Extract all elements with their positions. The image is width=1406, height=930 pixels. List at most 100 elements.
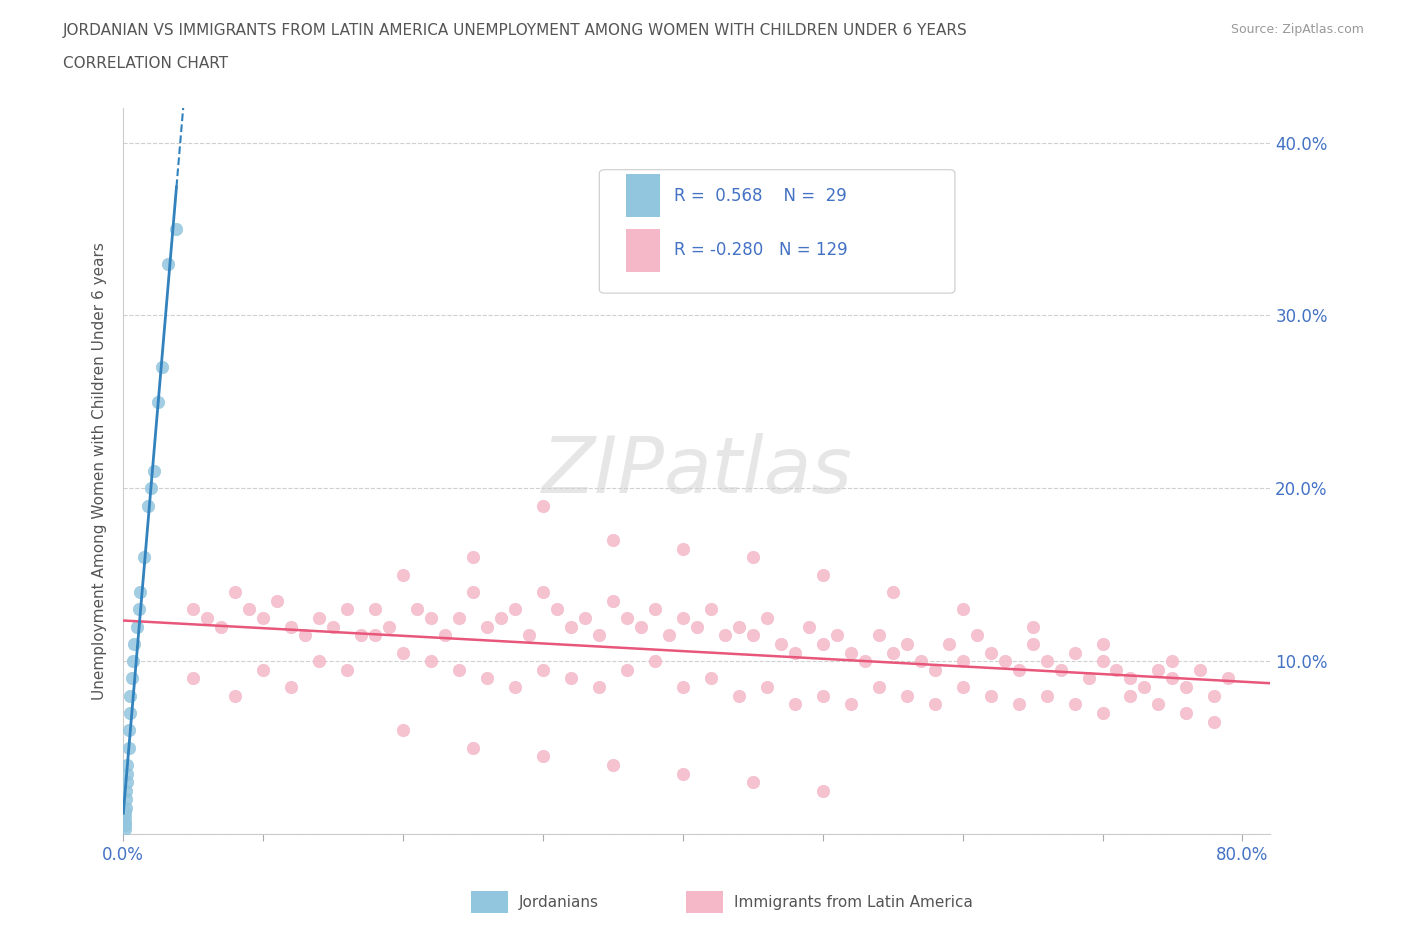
Point <box>1175 680 1198 695</box>
Point <box>1161 654 1184 669</box>
Point <box>882 585 904 600</box>
Point <box>839 645 862 660</box>
Point <box>120 688 142 703</box>
Point <box>658 628 681 643</box>
Point <box>308 610 330 625</box>
Point <box>120 706 142 721</box>
Point <box>1147 662 1170 677</box>
Point <box>560 619 582 634</box>
Text: ZIPatlas: ZIPatlas <box>541 433 852 509</box>
Point <box>531 749 554 764</box>
Point <box>896 688 918 703</box>
Point <box>602 757 624 772</box>
Point <box>741 775 763 790</box>
Point <box>672 541 695 556</box>
FancyBboxPatch shape <box>626 229 661 272</box>
Point <box>924 662 946 677</box>
Point <box>1161 671 1184 686</box>
Point <box>839 697 862 711</box>
Point <box>616 610 638 625</box>
Point <box>980 645 1002 660</box>
Point <box>1077 671 1099 686</box>
Text: Jordanians: Jordanians <box>519 895 599 910</box>
Point <box>1063 645 1085 660</box>
Point <box>588 680 610 695</box>
Text: JORDANIAN VS IMMIGRANTS FROM LATIN AMERICA UNEMPLOYMENT AMONG WOMEN WITH CHILDRE: JORDANIAN VS IMMIGRANTS FROM LATIN AMERI… <box>63 23 967 38</box>
Point <box>114 818 136 833</box>
Point <box>117 757 139 772</box>
Point <box>503 602 526 617</box>
Point <box>1035 654 1057 669</box>
Point <box>672 766 695 781</box>
Point <box>783 697 806 711</box>
Point <box>1133 680 1156 695</box>
Point <box>1021 636 1043 651</box>
Point <box>588 628 610 643</box>
Point <box>364 602 387 617</box>
Point <box>1021 619 1043 634</box>
Point <box>700 671 723 686</box>
Point <box>350 628 373 643</box>
Point <box>811 567 834 582</box>
Point <box>1091 706 1114 721</box>
Point <box>1119 688 1142 703</box>
Point <box>825 628 848 643</box>
Point <box>1119 671 1142 686</box>
Point <box>115 792 138 807</box>
Point <box>294 628 316 643</box>
Point <box>811 688 834 703</box>
Point <box>181 671 204 686</box>
Point <box>797 619 820 634</box>
Point <box>531 498 554 513</box>
Y-axis label: Unemployment Among Women with Children Under 6 years: Unemployment Among Women with Children U… <box>93 242 107 700</box>
Point <box>924 697 946 711</box>
Point <box>266 593 288 608</box>
Point <box>727 619 749 634</box>
Point <box>1007 697 1029 711</box>
Point <box>224 585 246 600</box>
Point <box>1204 688 1226 703</box>
Point <box>686 619 709 634</box>
Point <box>392 567 415 582</box>
Point <box>602 593 624 608</box>
Point <box>336 602 359 617</box>
Point <box>503 680 526 695</box>
Point <box>447 610 470 625</box>
Point <box>148 394 170 409</box>
Point <box>114 815 136 830</box>
Point <box>489 610 512 625</box>
Point <box>392 645 415 660</box>
Point <box>138 498 160 513</box>
Point <box>1204 714 1226 729</box>
Point <box>420 654 443 669</box>
Point <box>141 481 163 496</box>
Point <box>124 636 146 651</box>
Point <box>280 619 302 634</box>
Point <box>644 654 666 669</box>
Point <box>811 783 834 798</box>
Point <box>938 636 960 651</box>
Point <box>868 680 890 695</box>
Point <box>993 654 1015 669</box>
Point <box>910 654 932 669</box>
Point <box>152 360 174 375</box>
Point <box>117 766 139 781</box>
Point <box>114 821 136 836</box>
Point <box>115 801 138 816</box>
Point <box>560 671 582 686</box>
Point <box>461 550 484 565</box>
Point <box>406 602 429 617</box>
Point <box>741 628 763 643</box>
Point <box>114 809 136 824</box>
Point <box>952 654 974 669</box>
Point <box>461 585 484 600</box>
Point <box>755 610 778 625</box>
Point <box>280 680 302 695</box>
Point <box>114 804 136 819</box>
Point <box>882 645 904 660</box>
Text: R = -0.280   N = 129: R = -0.280 N = 129 <box>673 241 848 259</box>
FancyBboxPatch shape <box>626 174 661 218</box>
Point <box>966 628 988 643</box>
Point <box>461 740 484 755</box>
Point <box>252 662 274 677</box>
